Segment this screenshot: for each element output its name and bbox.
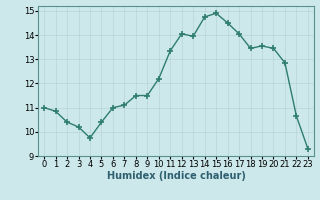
X-axis label: Humidex (Indice chaleur): Humidex (Indice chaleur) xyxy=(107,171,245,181)
